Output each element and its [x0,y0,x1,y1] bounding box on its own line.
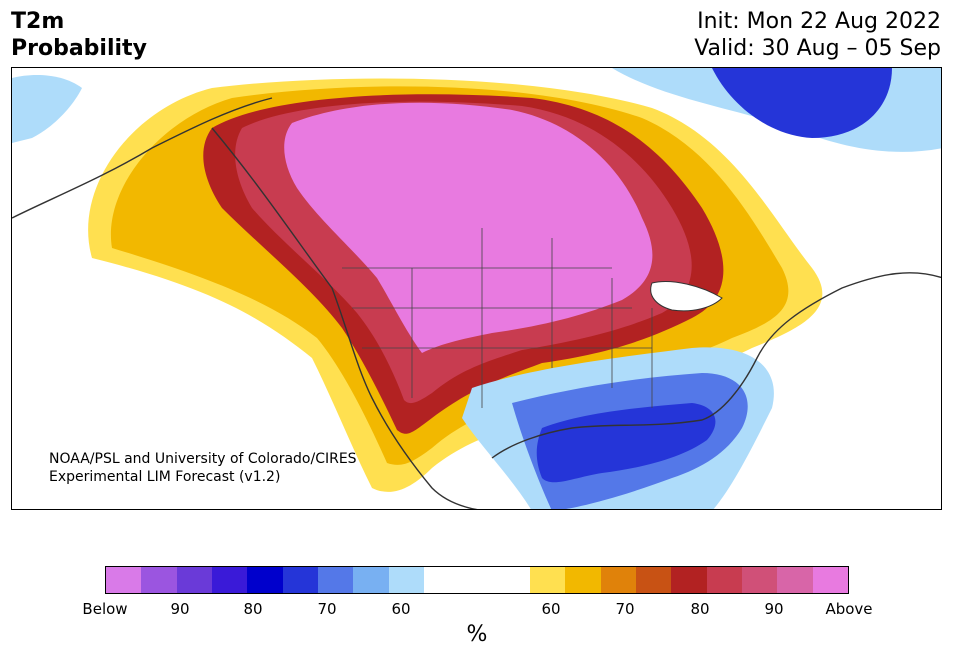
credit-line-2: Experimental LIM Forecast (v1.2) [49,469,281,485]
tick-above-90: 90 [764,600,784,618]
colorbar-segment [423,567,530,593]
tick-above-70: 70 [615,600,635,618]
colorbar-unit: % [466,622,488,647]
map-title: T2m Probability [11,8,147,62]
northeast-below-core [712,68,892,138]
colorbar-segment [600,567,636,593]
colorbar-segment [565,567,601,593]
colorbar-segment [141,567,177,593]
state-borders [342,228,653,408]
colorbar-segment [282,567,318,593]
colorbar-segment [741,567,778,593]
northwest-below-region [12,75,82,143]
colorbar-segment [353,567,389,593]
colorbar-segment [777,567,813,593]
colorbar-segment [388,567,424,593]
colorbar-segment [247,567,283,593]
forecast-credit: NOAA/PSL and University of Colorado/CIRE… [49,450,357,486]
tick-below-80: 80 [243,600,263,618]
colorbar-segment [671,567,707,593]
title-type: Probability [11,36,147,61]
tick-above-80: 80 [690,600,710,618]
credit-line-1: NOAA/PSL and University of Colorado/CIRE… [49,451,357,467]
forecast-dates: Init: Mon 22 Aug 2022 Valid: 30 Aug – 05… [694,8,941,62]
colorbar-segment [529,567,566,593]
map-canvas [12,68,941,509]
tick-above-60: 60 [541,600,561,618]
colorbar-segment [635,567,672,593]
probability-map [11,67,942,510]
color-bar [105,566,849,594]
great-lakes [650,280,723,312]
tick-below-70: 70 [317,600,337,618]
colorbar-segment [176,567,212,593]
coastline [12,97,941,509]
above-high-region [284,102,653,353]
tick-below: Below [82,600,128,618]
colorbar-segment [106,567,142,593]
tick-below-60: 60 [391,600,411,618]
tick-below-90: 90 [170,600,190,618]
tick-above: Above [825,600,873,618]
init-date: Init: Mon 22 Aug 2022 [697,9,941,34]
title-variable: T2m [11,9,65,34]
colorbar-segment [812,567,848,593]
colorbar-segment [706,567,742,593]
colorbar-segment [317,567,354,593]
valid-date: Valid: 30 Aug – 05 Sep [694,36,941,61]
colorbar-segment [211,567,248,593]
